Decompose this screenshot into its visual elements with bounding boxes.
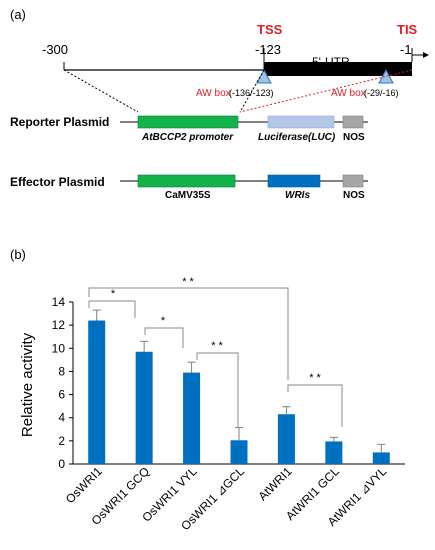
- y-tick-label: 2: [58, 434, 65, 448]
- effector-wri-box: [267, 174, 321, 188]
- bar-chart: Relative activity 0 2 4 6 8 10 12 14 OsWRI1OsWR…: [19, 276, 405, 533]
- effector-promoter-label: CaMV35S: [165, 190, 211, 201]
- bar: [277, 414, 295, 464]
- reporter-nos-label: NOS: [343, 132, 365, 143]
- x-tick-label: AtWRI1: [255, 464, 294, 503]
- panel-b-label: (b): [10, 247, 26, 262]
- tss-position-label: -123: [255, 42, 281, 57]
- aw-box-2-position: (-29/-16): [364, 88, 399, 98]
- effector-gene-label: WRIs: [285, 190, 310, 201]
- tis-label: TIS: [397, 22, 418, 37]
- aw-box-1-triangle: [256, 68, 272, 84]
- effector-nos-box: [342, 174, 364, 188]
- y-tick-label: 0: [58, 457, 65, 471]
- reporter-luc-label: Luciferase(LUC): [258, 132, 336, 143]
- bar: [183, 372, 201, 464]
- utr-black-block: [264, 62, 412, 76]
- bracket-vyl-dgcl: [196, 352, 239, 428]
- aw-box-2-label: AW box: [331, 88, 366, 99]
- significance-mark-3: * *: [182, 276, 194, 288]
- position-minus-300-label: -300: [42, 42, 68, 57]
- effector-nos-label: NOS: [343, 190, 365, 201]
- x-tick-label: OsWRI1: [63, 464, 105, 506]
- y-tick-label: 4: [58, 411, 65, 425]
- bars: [88, 309, 390, 464]
- y-axis-title: Relative activity: [19, 332, 36, 437]
- zoom-line-right: [239, 69, 413, 113]
- bracket-oswri1-atwri1: [88, 287, 289, 380]
- y-tick-label: 10: [52, 341, 66, 355]
- zoom-line-middle: [239, 69, 265, 113]
- aw-box-2-triangle: [378, 68, 394, 84]
- aw-box-1-label: AW box: [196, 88, 231, 99]
- bracket-oswri1-gcq: [88, 300, 136, 318]
- reporter-promoter-label: AtBCCP2 promoter: [141, 132, 234, 143]
- significance-mark-5: * *: [309, 372, 321, 384]
- y-tick-label: 14: [52, 295, 66, 309]
- bar: [135, 351, 153, 464]
- bracket-gcq-vyl: [144, 327, 184, 348]
- bracket-atwri1-gcl: [287, 384, 343, 427]
- bar: [88, 320, 106, 464]
- tis-position-label: -1: [400, 42, 412, 57]
- aw-box-1-position: (-136/-123): [229, 88, 274, 98]
- panel-a-label: (a): [10, 7, 26, 22]
- bar: [325, 441, 343, 464]
- y-tick-label: 8: [58, 364, 65, 378]
- reporter-luc-box: [267, 115, 335, 129]
- y-tick-labels: 0 2 4 6 8 10 12 14: [52, 295, 73, 471]
- effector-promoter-box: [137, 174, 236, 188]
- significance-mark-1: *: [111, 288, 116, 300]
- significance-mark-2: *: [161, 315, 166, 327]
- y-tick-label: 6: [58, 388, 65, 402]
- reporter-plasmid-title: Reporter Plasmid: [10, 115, 109, 129]
- y-tick-label: 12: [52, 318, 66, 332]
- tss-label: TSS: [257, 22, 283, 37]
- zoom-line-left: [63, 69, 139, 113]
- reporter-nos-box: [342, 115, 364, 129]
- significance-brackets: [88, 287, 343, 428]
- effector-plasmid-title: Effector Plasmid: [10, 175, 105, 189]
- bar: [230, 440, 248, 464]
- bar: [372, 452, 390, 464]
- significance-mark-4: * *: [211, 340, 223, 352]
- reporter-promoter-box: [137, 115, 239, 129]
